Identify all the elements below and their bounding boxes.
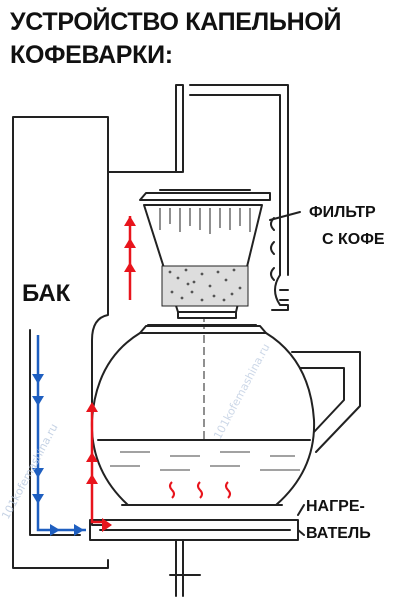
filter-pointer <box>269 211 301 221</box>
filter-label-line-2: С КОФЕ <box>322 231 385 248</box>
carafe-lid <box>139 324 267 334</box>
diagram-title: УСТРОЙСТВО КАПЕЛЬНОЙ КОФЕВАРКИ: <box>10 6 395 72</box>
water-surface <box>110 451 300 471</box>
heat-icon-2 <box>197 481 203 499</box>
coffee-grounds <box>161 265 249 307</box>
cold-arrow-5 <box>50 524 60 536</box>
cold-water-tube <box>29 329 81 536</box>
heater-plate <box>89 519 299 541</box>
tank-label: БАК <box>22 280 71 307</box>
heater-label-line-2: ВАТЕЛЬ <box>306 525 371 542</box>
heat-waves <box>169 481 231 499</box>
carafe-body <box>90 332 316 506</box>
heater-entry-arrow <box>102 518 112 532</box>
cold-arrow-4 <box>32 494 44 504</box>
title-line-1: УСТРОЙСТВО КАПЕЛЬНОЙ <box>10 8 342 36</box>
heat-icon-1 <box>169 481 175 499</box>
cold-arrow-2 <box>32 396 44 406</box>
top-bracket <box>189 84 289 276</box>
right-bracket-filter <box>270 217 289 301</box>
filter-housing <box>139 192 271 201</box>
carafe-handle <box>291 351 361 453</box>
heat-icon-3 <box>225 481 231 499</box>
drip-lines <box>159 208 251 440</box>
heater-leg <box>175 539 184 597</box>
hot-water-line <box>90 216 132 524</box>
right-bracket-lower <box>271 274 289 311</box>
filter-label-line-1: ФИЛЬТР <box>309 204 376 221</box>
title-line-2: КОФЕВАРКИ: <box>10 41 173 69</box>
cold-arrow-6 <box>74 524 84 536</box>
cold-water-arrows <box>32 374 84 536</box>
support-column <box>175 84 184 173</box>
cold-arrow-1 <box>32 374 44 384</box>
heater-pointer <box>297 504 305 536</box>
filter-outlet <box>177 311 237 319</box>
hot-water-tube <box>91 171 111 526</box>
watermark-2: 101kofemashina.ru <box>211 341 272 441</box>
cold-arrow-3 <box>32 468 44 478</box>
heater-label-line-1: НАГРЕ- <box>306 498 365 515</box>
